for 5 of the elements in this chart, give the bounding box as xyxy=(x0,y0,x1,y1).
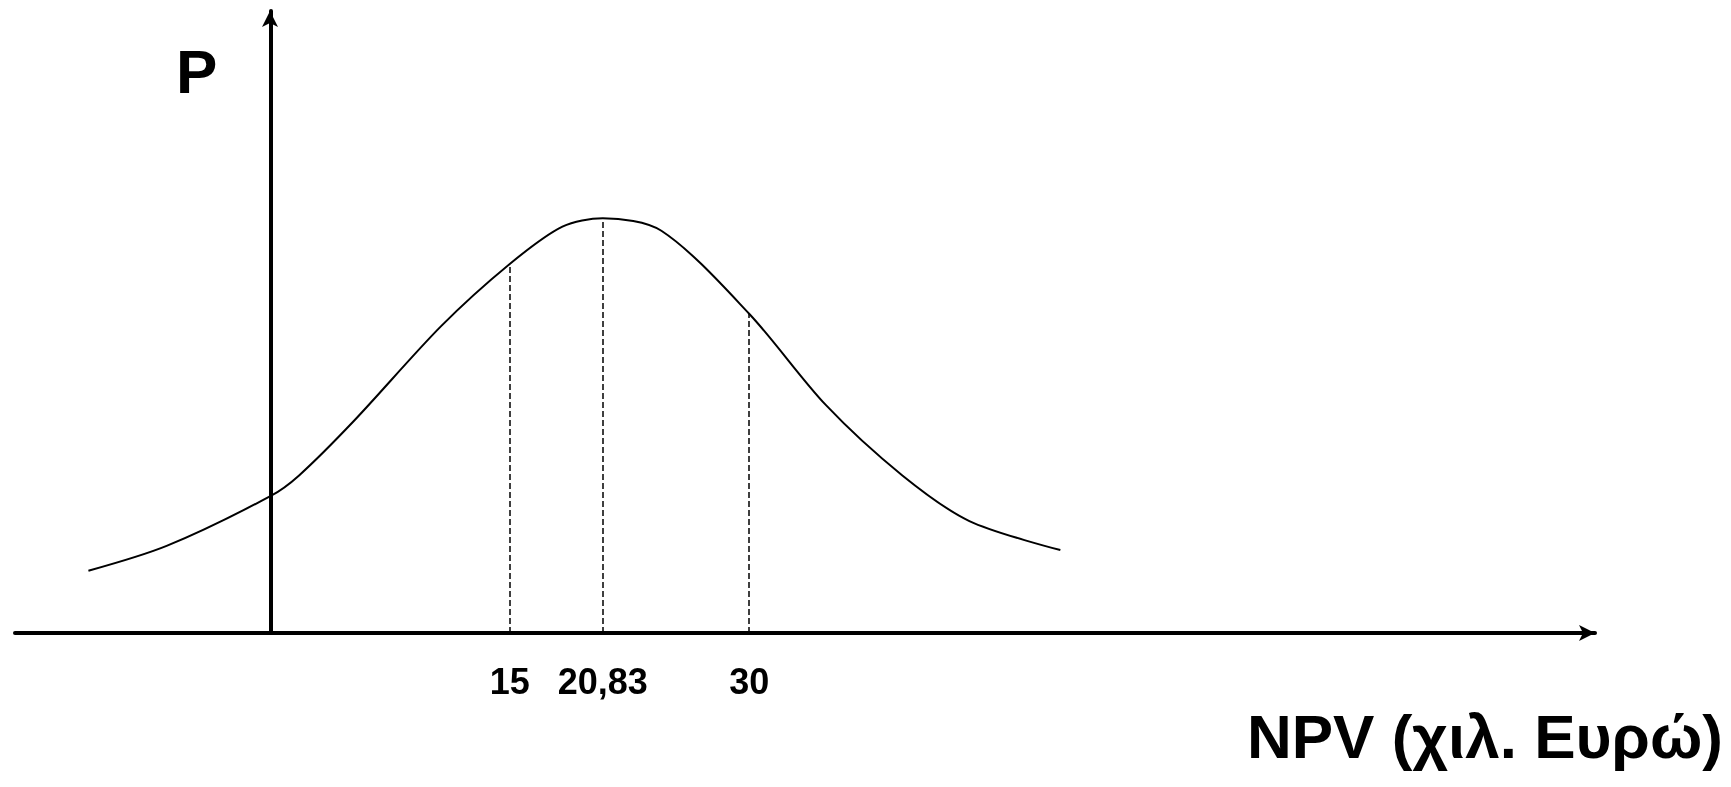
y-axis-title: P xyxy=(176,36,218,106)
x-tick-label: 30 xyxy=(729,660,770,702)
x-axis-title: NPV (χιλ. Ευρώ) xyxy=(1246,701,1724,771)
x-tick-label: 15 xyxy=(489,660,530,702)
x-tick-label: 20,83 xyxy=(557,660,648,702)
